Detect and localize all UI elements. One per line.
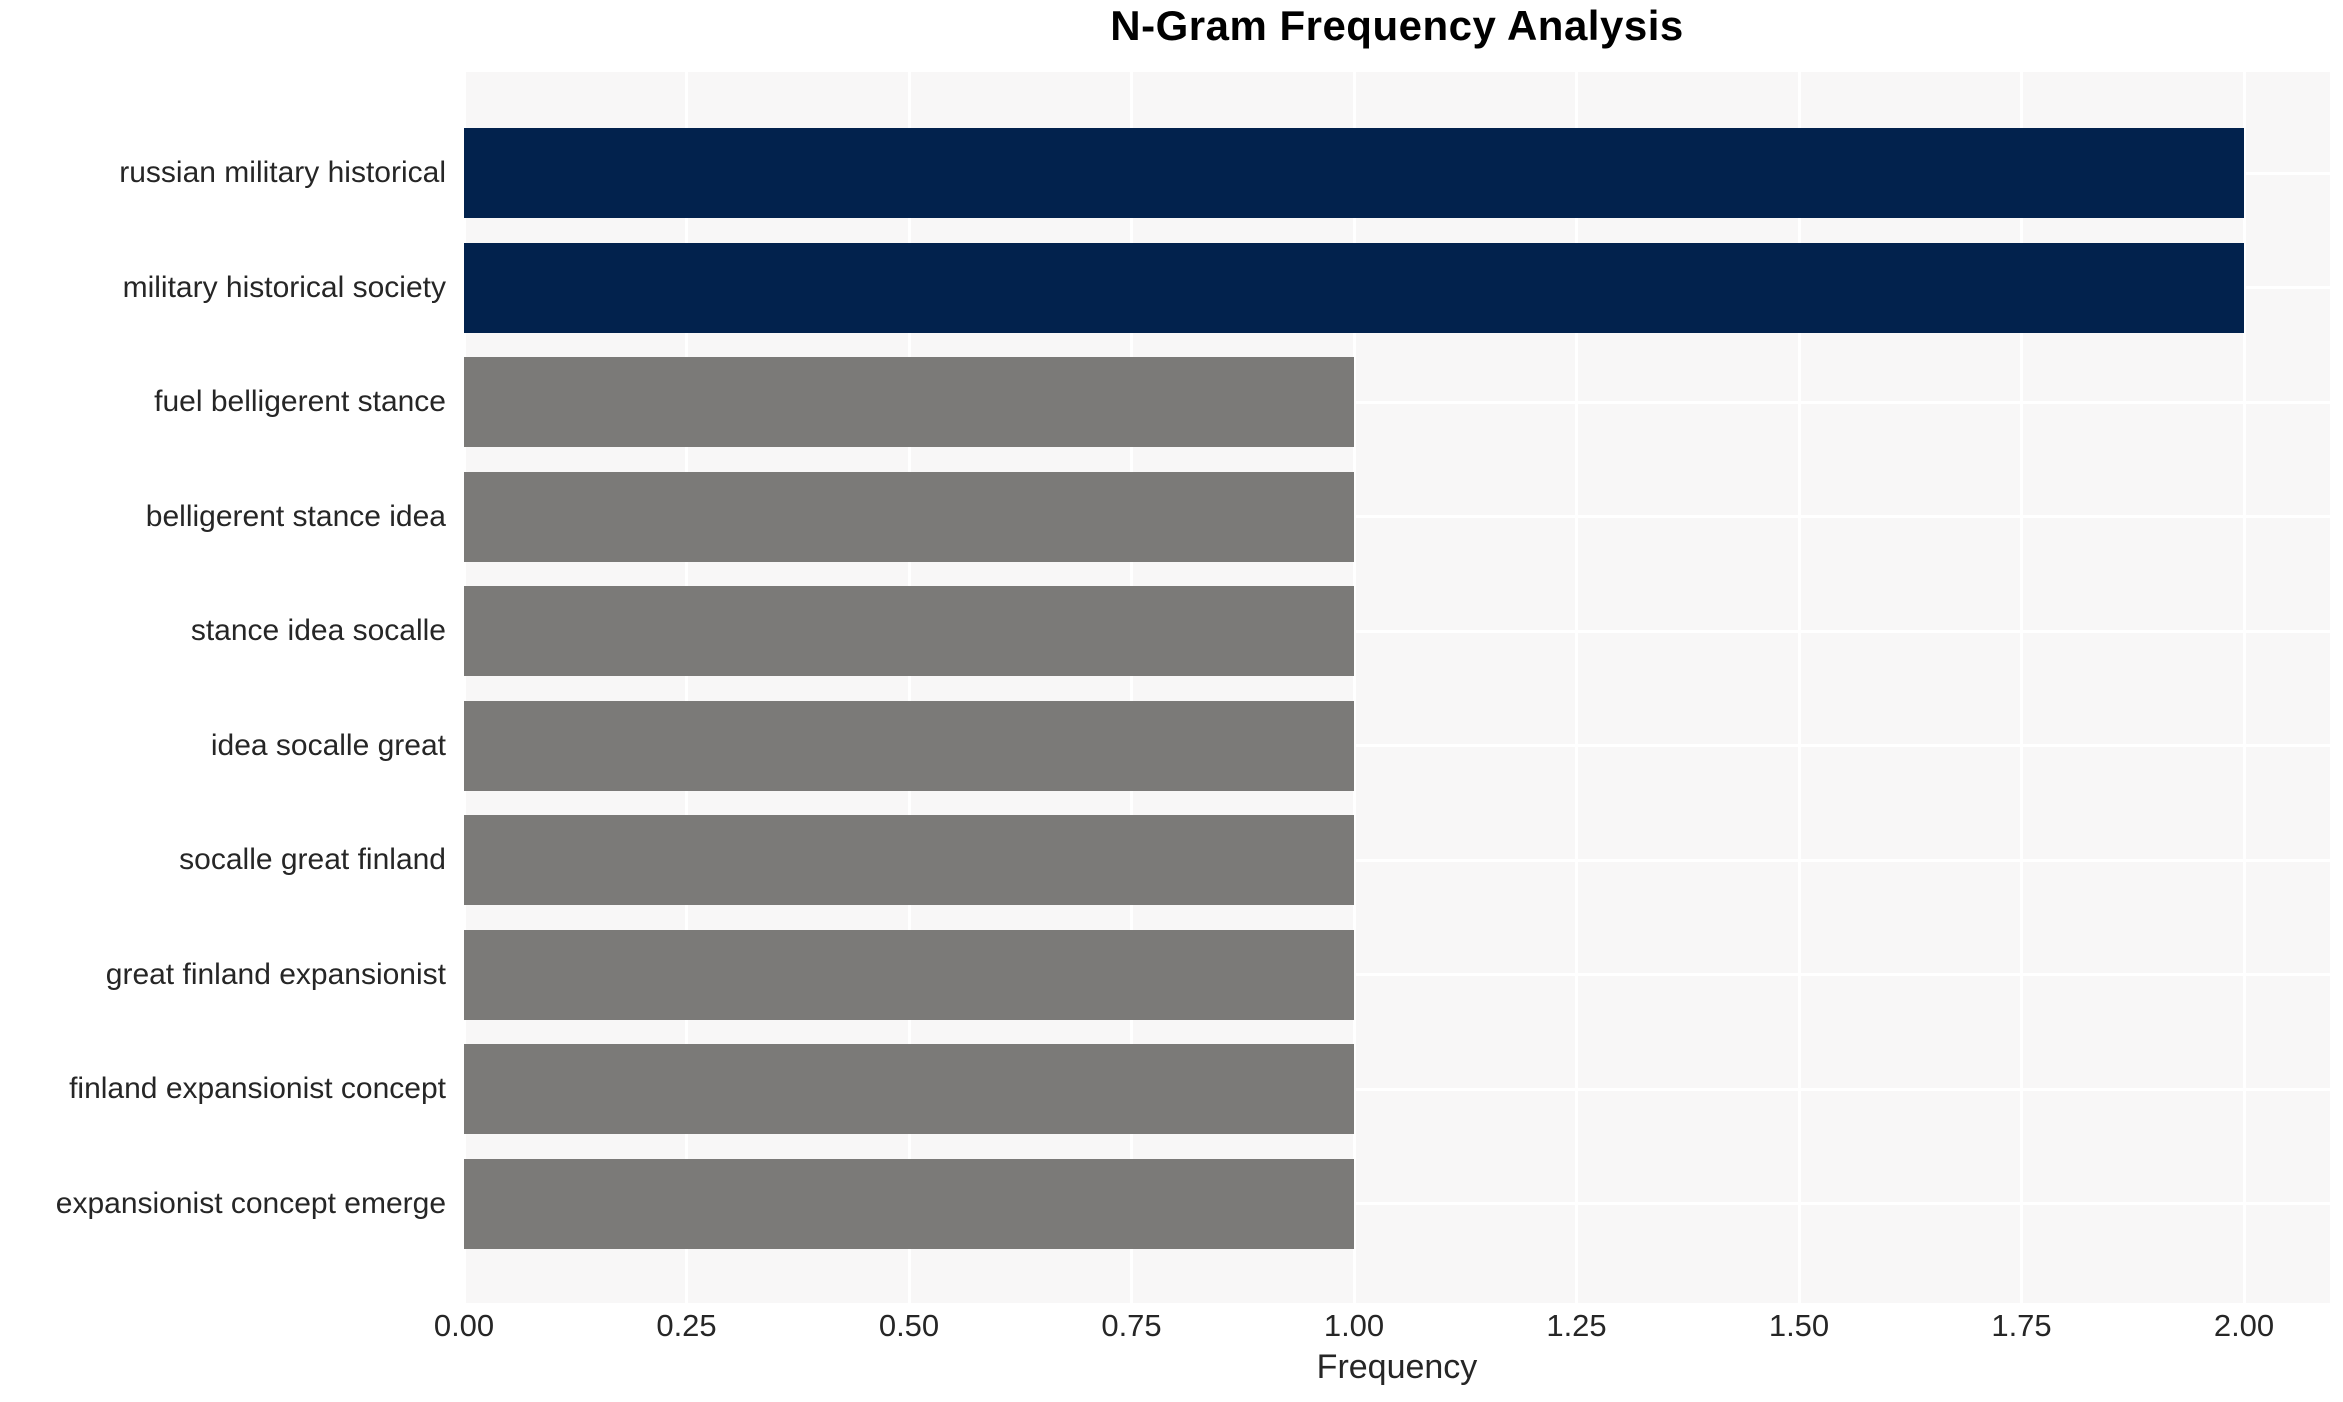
category-label: great finland expansionist xyxy=(105,957,446,991)
x-gridline xyxy=(907,72,911,1303)
bar-5 xyxy=(464,586,1354,677)
x-gridline xyxy=(1797,72,1801,1303)
x-tick-label: 1.75 xyxy=(1991,1308,2052,1343)
x-gridline xyxy=(1575,72,1578,1303)
x-gridline xyxy=(1352,72,1356,1303)
x-tick-label: 0.25 xyxy=(656,1308,717,1343)
y-gridline xyxy=(464,1087,2330,1091)
x-gridline xyxy=(685,72,688,1303)
y-gridline xyxy=(464,858,2330,862)
x-tick-label: 1.25 xyxy=(1546,1308,1607,1343)
x-tick-label: 2.00 xyxy=(2213,1308,2275,1343)
category-label: stance idea socalle xyxy=(190,614,446,648)
bar-6 xyxy=(464,700,1354,791)
bar-1 xyxy=(464,128,2244,219)
x-gridline xyxy=(1130,72,1133,1303)
bar-9 xyxy=(464,1044,1354,1135)
bar-4 xyxy=(464,471,1354,562)
bar-3 xyxy=(464,357,1354,448)
bar-8 xyxy=(464,929,1354,1020)
x-axis-label: Frequency xyxy=(1316,1348,1478,1386)
x-gridline xyxy=(2020,72,2023,1303)
category-label: socalle great finland xyxy=(179,843,446,877)
x-gridline xyxy=(462,72,466,1303)
y-gridline xyxy=(464,515,2330,519)
category-label: idea socalle great xyxy=(210,728,446,762)
category-label: russian military historical xyxy=(119,156,446,190)
x-tick-label: 1.50 xyxy=(1768,1308,1830,1343)
x-tick-label: 0.50 xyxy=(878,1308,940,1343)
bar-7 xyxy=(464,815,1354,906)
category-label: expansionist concept emerge xyxy=(55,1186,446,1220)
y-gridline xyxy=(464,1202,2330,1206)
category-label: military historical society xyxy=(122,270,446,304)
category-label: belligerent stance idea xyxy=(145,499,446,533)
bar-2 xyxy=(464,242,2244,333)
plot-area xyxy=(462,72,2330,1303)
y-gridline xyxy=(464,744,2330,748)
x-tick-label: 0.00 xyxy=(433,1308,495,1343)
category-label: finland expansionist concept xyxy=(69,1072,446,1106)
x-tick-label: 1.00 xyxy=(1323,1308,1385,1343)
x-gridline xyxy=(2242,72,2246,1303)
bar-10 xyxy=(464,1158,1354,1249)
y-gridline xyxy=(464,400,2330,404)
category-label: fuel belligerent stance xyxy=(154,385,446,419)
x-tick-label: 0.75 xyxy=(1101,1308,1162,1343)
chart-title: N-Gram Frequency Analysis xyxy=(1110,2,1684,49)
y-gridline xyxy=(464,973,2330,977)
y-gridline xyxy=(464,629,2330,633)
